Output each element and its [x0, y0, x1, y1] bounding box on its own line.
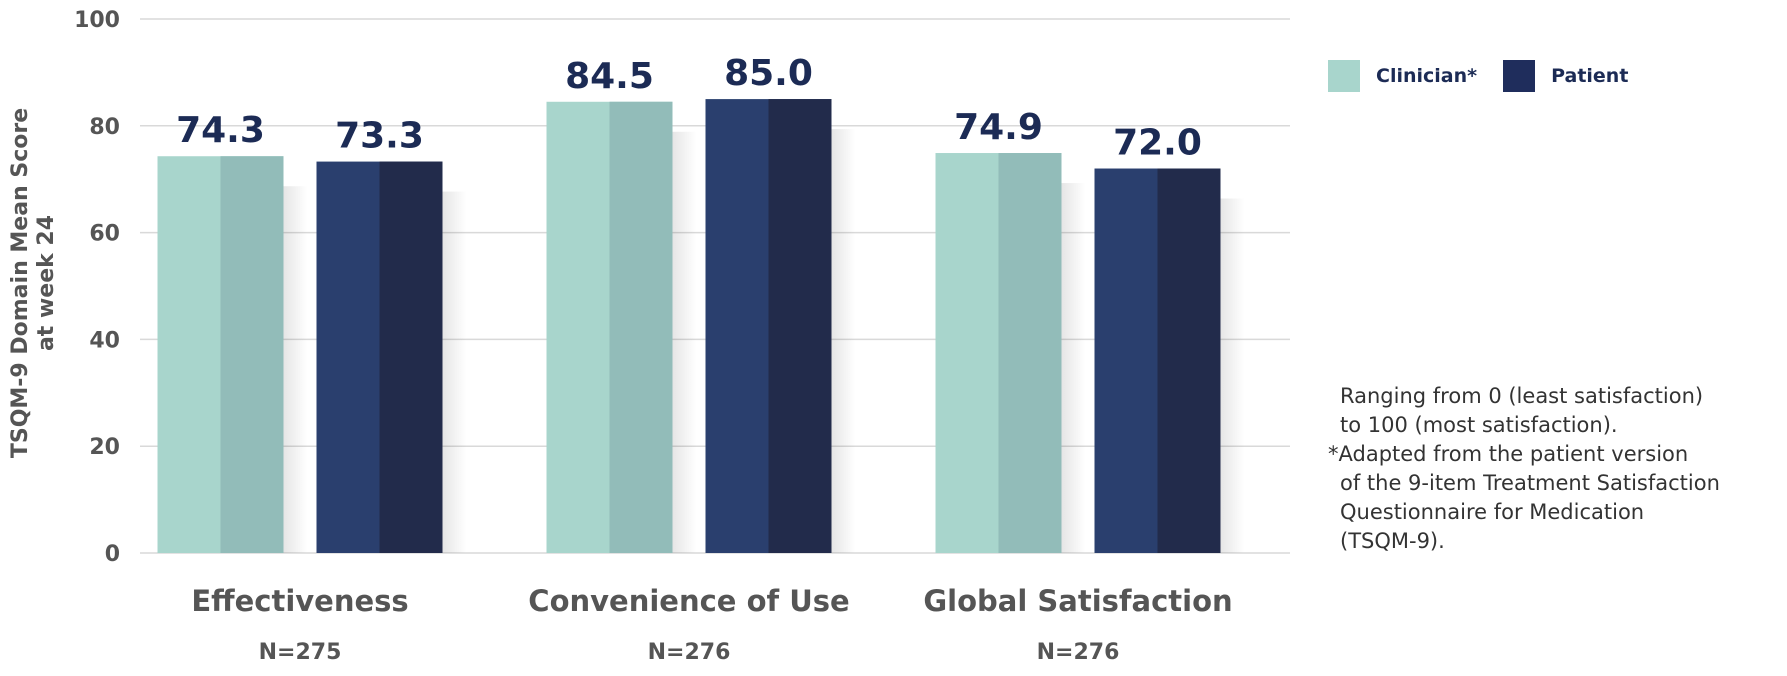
- bar-value-label: 73.3: [335, 116, 424, 157]
- legend-item-patient: Patient: [1503, 60, 1628, 92]
- legend-label-clinician: Clinician*: [1376, 65, 1478, 87]
- footnote: Ranging from 0 (least satisfaction) to 1…: [1328, 382, 1783, 556]
- bar-value-label: 74.3: [176, 110, 265, 151]
- bar-shadow: [1061, 183, 1086, 553]
- footnote-line-5: Questionnaire for Medication: [1340, 500, 1645, 524]
- y-axis-label-line: at week 24: [34, 215, 59, 351]
- bar-shade: [998, 153, 1062, 553]
- category-label: Convenience of Use: [528, 584, 849, 618]
- legend: Clinician* Patient: [1328, 60, 1628, 92]
- legend-swatch-clinician: [1328, 60, 1360, 92]
- bar-value-label: 84.5: [565, 56, 654, 97]
- y-tick-label: 0: [105, 542, 120, 567]
- sample-size-label: N=276: [1037, 640, 1120, 665]
- footnote-line-4: of the 9-item Treatment Satisfaction: [1340, 471, 1720, 495]
- bar-shadow: [831, 129, 856, 553]
- bar-shadow: [1220, 198, 1245, 553]
- bar-shade: [609, 101, 673, 554]
- y-tick-label: 100: [74, 8, 120, 33]
- bar-shade: [220, 156, 284, 553]
- bar-shadow: [672, 131, 697, 553]
- bar-shadow: [442, 191, 467, 553]
- legend-item-clinician: Clinician*: [1328, 60, 1477, 92]
- category-label: Effectiveness: [191, 584, 408, 618]
- category-label: Global Satisfaction: [923, 584, 1232, 618]
- legend-swatch-patient: [1503, 60, 1536, 92]
- bar-shade: [1157, 168, 1221, 553]
- bar-shade: [768, 99, 832, 553]
- bar-value-label: 72.0: [1113, 123, 1202, 164]
- bar-shadow: [283, 186, 308, 553]
- footnote-line-6: (TSQM-9).: [1340, 529, 1445, 553]
- bar-value-label: 74.9: [954, 107, 1043, 148]
- bar-shade: [379, 161, 443, 553]
- bar-value-label: 85.0: [724, 53, 813, 94]
- y-tick-label: 40: [89, 328, 120, 353]
- sample-size-label: N=276: [648, 640, 731, 665]
- sample-size-label: N=275: [259, 640, 342, 665]
- footnote-line-2: to 100 (most satisfaction).: [1340, 413, 1618, 437]
- legend-label-patient: Patient: [1551, 65, 1629, 87]
- footnote-line-3: *Adapted from the patient version: [1328, 442, 1689, 466]
- bar-chart: 0 20 40 60 80 100 TSQM-9 Domain Mean Scoreat w…: [8, 8, 1290, 665]
- y-axis-label-line: TSQM-9 Domain Mean Score: [8, 108, 33, 458]
- footnote-line-1: Ranging from 0 (least satisfaction): [1340, 384, 1704, 408]
- y-tick-label: 60: [89, 222, 120, 247]
- y-axis-label: TSQM-9 Domain Mean Scoreat week 24: [8, 108, 59, 458]
- y-tick-label: 20: [89, 435, 120, 460]
- y-tick-label: 80: [89, 115, 120, 140]
